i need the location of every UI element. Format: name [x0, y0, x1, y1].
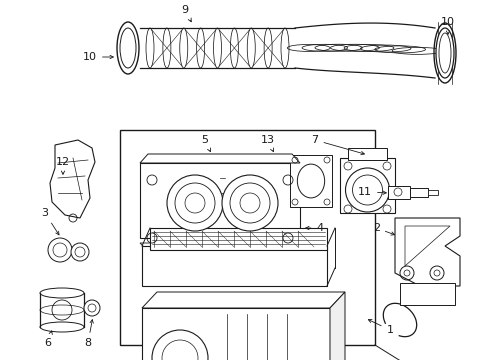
Polygon shape	[140, 243, 299, 251]
Bar	[142, 246, 326, 286]
Polygon shape	[50, 140, 95, 218]
Ellipse shape	[435, 28, 453, 78]
Ellipse shape	[117, 22, 139, 74]
Polygon shape	[142, 292, 345, 308]
Text: 1: 1	[367, 320, 393, 335]
Bar	[150, 228, 326, 250]
Bar	[399, 283, 454, 305]
Circle shape	[222, 175, 278, 231]
Bar	[140, 163, 299, 238]
Bar	[142, 308, 329, 360]
Text: 8: 8	[84, 320, 93, 348]
Bar	[387, 186, 409, 199]
Bar	[289, 155, 331, 207]
Polygon shape	[329, 292, 345, 360]
Polygon shape	[394, 218, 459, 286]
Bar	[427, 190, 437, 195]
Text: 12: 12	[56, 157, 70, 174]
Text: 6: 6	[44, 331, 52, 348]
Polygon shape	[140, 154, 299, 163]
Text: 3: 3	[41, 208, 59, 235]
Bar	[347, 148, 386, 160]
Circle shape	[71, 243, 89, 261]
Bar	[339, 158, 394, 213]
Text: 7: 7	[311, 135, 364, 155]
Circle shape	[167, 175, 223, 231]
Text: 10: 10	[440, 17, 454, 34]
Text: 4: 4	[305, 223, 323, 233]
Text: 9: 9	[181, 5, 191, 22]
Text: 2: 2	[372, 223, 394, 235]
Text: 13: 13	[261, 135, 274, 152]
Bar	[409, 188, 427, 197]
Text: 5: 5	[201, 135, 210, 152]
Circle shape	[84, 300, 100, 316]
Bar	[120, 130, 374, 345]
Text: 11: 11	[357, 187, 386, 197]
Circle shape	[48, 238, 72, 262]
Text: 10: 10	[83, 52, 113, 62]
